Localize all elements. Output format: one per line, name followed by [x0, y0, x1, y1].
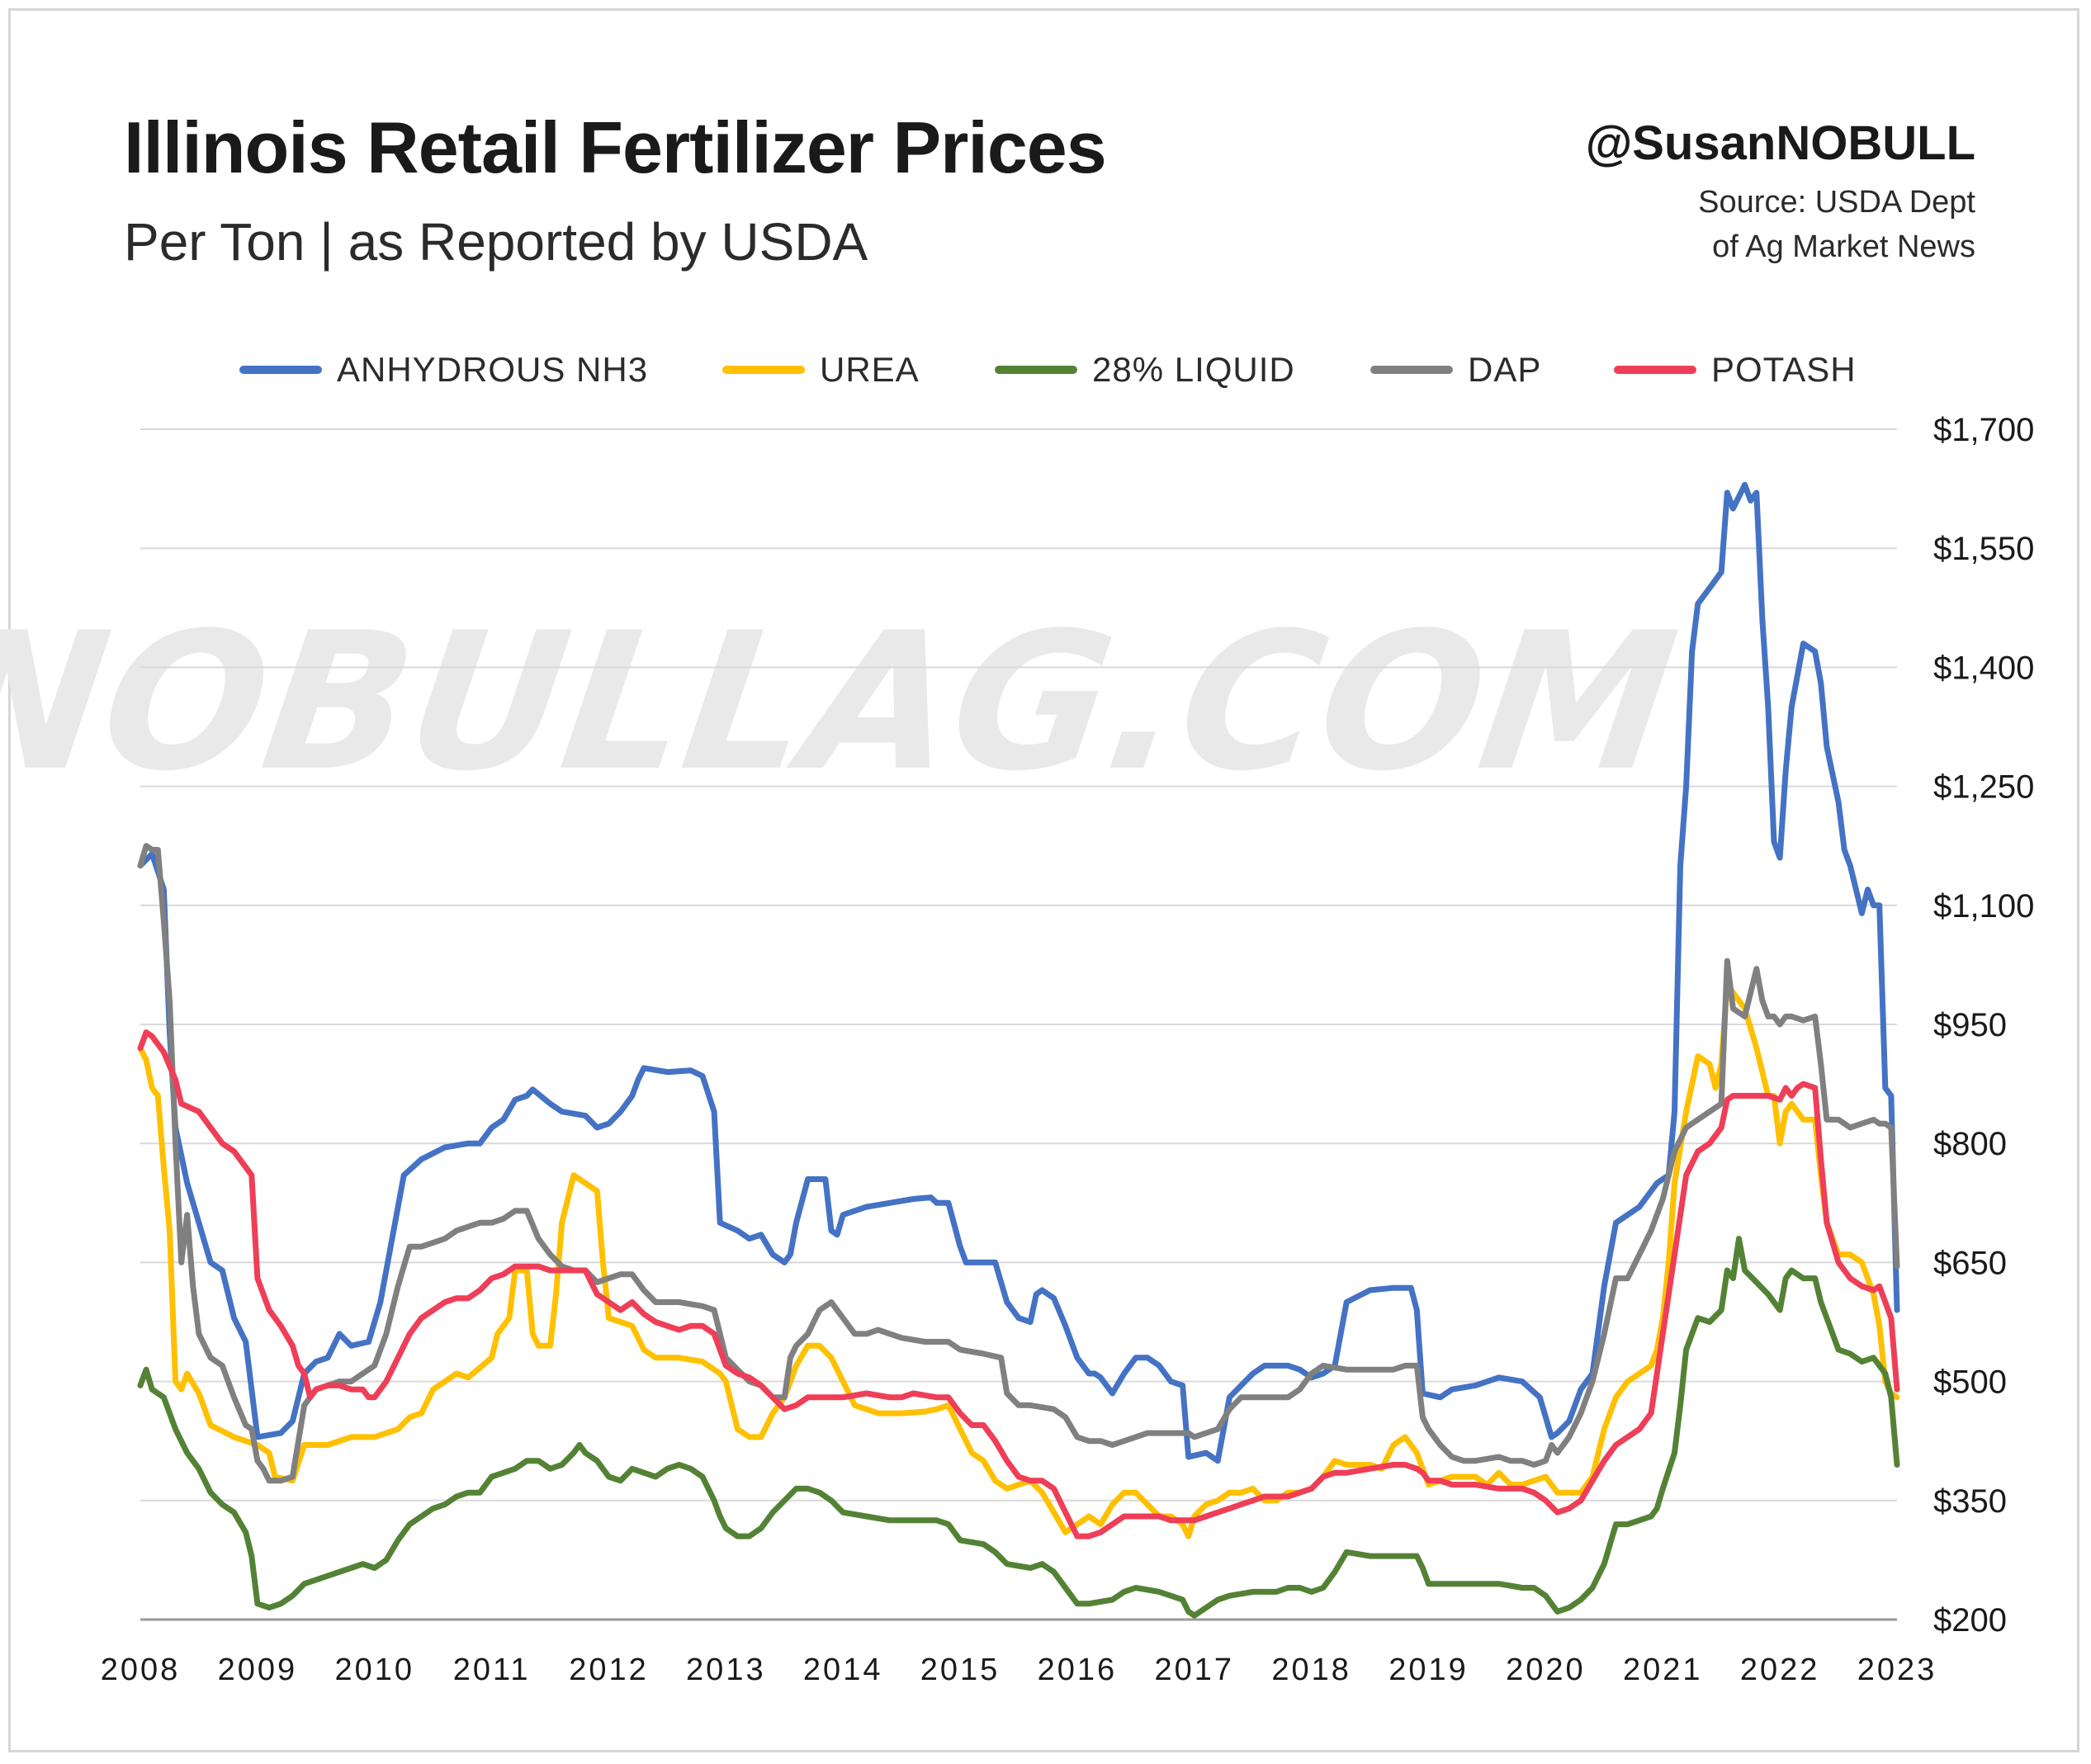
x-tick-label: 2014	[803, 1653, 883, 1687]
y-tick-label: $1,550	[1933, 531, 2034, 567]
x-axis-ticks: 2008 2009 2010 2011 2012 2013 2014 2015 2016 2017…	[101, 1653, 1937, 1687]
legend-label-dap: DAP	[1468, 350, 1542, 389]
y-tick-label: $650	[1933, 1245, 2007, 1281]
legend-label-potash: POTASH	[1711, 350, 1857, 389]
y-tick-label: $1,700	[1933, 412, 2034, 448]
x-tick-label: 2012	[569, 1653, 649, 1687]
x-tick-label: 2023	[1857, 1653, 1937, 1687]
y-tick-label: $500	[1933, 1364, 2007, 1401]
legend-item-nh3: ANHYDROUS NH3	[239, 345, 648, 395]
x-tick-label: 2008	[101, 1653, 181, 1687]
series-line-urea	[137, 981, 1900, 1539]
y-tick-label: $800	[1933, 1126, 2007, 1162]
series-lines	[137, 481, 1900, 1619]
x-tick-label: 2009	[218, 1653, 298, 1687]
legend-swatch-nh3	[239, 366, 322, 374]
legend: ANHYDROUS NH3 UREA 28% LIQUID DAP POTASH	[0, 345, 2091, 395]
source-line-2: of Ag Market News	[1712, 229, 1975, 264]
legend-swatch-urea	[722, 366, 805, 374]
x-tick-label: 2016	[1038, 1653, 1118, 1687]
x-tick-label: 2019	[1388, 1653, 1469, 1687]
x-tick-label: 2010	[334, 1653, 414, 1687]
legend-swatch-liquid	[995, 366, 1077, 374]
x-tick-label: 2011	[453, 1653, 531, 1687]
legend-swatch-potash	[1614, 366, 1696, 374]
x-tick-label: 2018	[1271, 1653, 1351, 1687]
x-tick-label: 2021	[1623, 1653, 1703, 1687]
y-tick-label: $350	[1933, 1483, 2007, 1520]
legend-label-urea: UREA	[820, 350, 920, 389]
x-tick-label: 2022	[1740, 1653, 1820, 1687]
series-line-anhydrous-nh3	[137, 481, 1900, 1464]
grid-lines	[140, 428, 1897, 1621]
x-tick-label: 2013	[686, 1653, 766, 1687]
x-tick-label: 2020	[1506, 1653, 1586, 1687]
legend-swatch-dap	[1370, 366, 1453, 374]
chart-subtitle: Per Ton | as Reported by USDA	[124, 212, 868, 272]
source-note: Source: USDA Dept of Ag Market News	[1698, 180, 1975, 269]
watermark-text: NOBULLAG.COM	[0, 591, 1688, 813]
legend-label-nh3: ANHYDROUS NH3	[337, 350, 649, 389]
legend-item-potash: POTASH	[1614, 345, 1857, 395]
chart-title: Illinois Retail Fertilizer Prices	[124, 106, 1107, 188]
y-axis-ticks: $200 $350 $500 $650 $800 $950 $1,100 $1,250 $1,4…	[1933, 412, 2034, 1639]
legend-label-liquid: 28% LIQUID	[1092, 350, 1295, 389]
y-tick-label: $1,250	[1933, 769, 2034, 806]
series-line-potash	[137, 1029, 1900, 1539]
source-line-1: Source: USDA Dept	[1698, 185, 1975, 220]
y-tick-label: $950	[1933, 1007, 2007, 1043]
series-line-28-liquid	[137, 1236, 1900, 1619]
legend-item-dap: DAP	[1370, 345, 1541, 395]
y-tick-label: $200	[1933, 1602, 2007, 1639]
y-tick-label: $1,400	[1933, 650, 2034, 686]
author-handle: @SusanNOBULL	[1585, 116, 1975, 170]
legend-item-urea: UREA	[722, 345, 920, 395]
chart-frame	[8, 8, 2079, 1752]
x-tick-label: 2015	[920, 1653, 1001, 1687]
legend-item-liquid: 28% LIQUID	[995, 345, 1295, 395]
x-tick-label: 2017	[1155, 1653, 1235, 1687]
y-tick-label: $1,100	[1933, 888, 2034, 925]
series-line-dap	[137, 843, 1900, 1484]
